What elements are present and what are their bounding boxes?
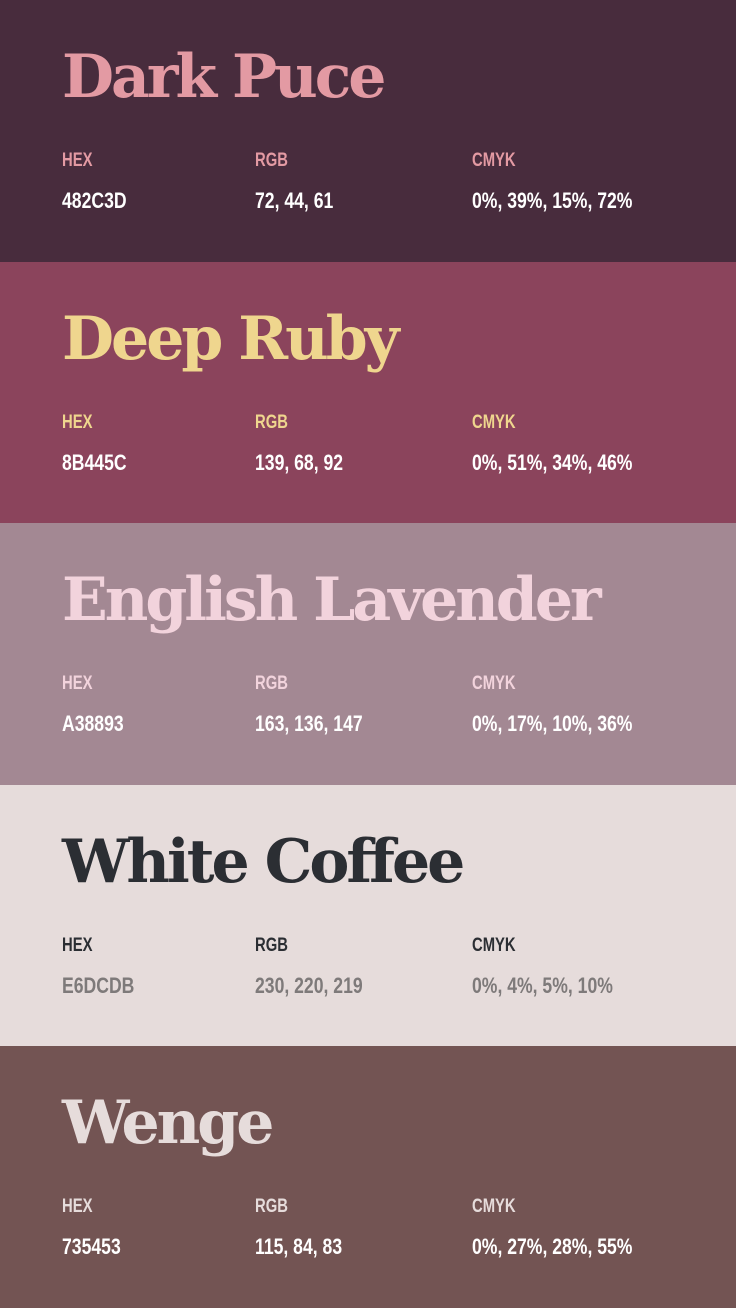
cmyk-label: CMYK — [472, 411, 516, 433]
cmyk-field: CMYK 0%, 27%, 28%, 55% — [472, 1192, 673, 1262]
hex-label: HEX — [62, 1196, 93, 1218]
swatch-wenge: Wenge HEX 735453 RGB 115, 84, 83 CMYK 0%… — [0, 1046, 736, 1308]
rgb-field: RGB 115, 84, 83 — [255, 1192, 364, 1262]
cmyk-value: 0%, 39%, 15%, 72% — [472, 188, 633, 213]
swatch-title: English Lavender — [62, 565, 602, 636]
cmyk-field: CMYK 0%, 17%, 10%, 36% — [472, 669, 673, 739]
rgb-field: RGB 139, 68, 92 — [255, 408, 365, 478]
hex-label: HEX — [62, 411, 93, 433]
hex-value: E6DCDB — [62, 972, 135, 998]
swatch-dark-puce: Dark Puce HEX 482C3D RGB 72, 44, 61 CMYK… — [0, 0, 736, 262]
cmyk-label: CMYK — [472, 150, 516, 171]
hex-label: HEX — [62, 673, 93, 695]
cmyk-value: 0%, 27%, 28%, 55% — [472, 1234, 633, 1260]
rgb-value: 115, 84, 83 — [255, 1234, 343, 1260]
hex-label: HEX — [62, 150, 93, 171]
cmyk-value: 0%, 17%, 10%, 36% — [472, 711, 633, 737]
rgb-label: RGB — [255, 150, 288, 171]
rgb-value: 163, 136, 147 — [255, 711, 363, 737]
swatch-title: Dark Puce — [62, 42, 386, 112]
cmyk-value: 0%, 4%, 5%, 10% — [472, 972, 613, 998]
rgb-label: RGB — [255, 1196, 288, 1218]
swatch-title: White Coffee — [62, 826, 465, 897]
swatch-white-coffee: White Coffee HEX E6DCDB RGB 230, 220, 21… — [0, 784, 736, 1047]
cmyk-label: CMYK — [472, 934, 516, 956]
hex-value: A38893 — [62, 711, 124, 737]
cmyk-value: 0%, 51%, 34%, 46% — [472, 449, 633, 475]
hex-field: HEX 735453 — [62, 1192, 135, 1262]
hex-value: 735453 — [62, 1234, 121, 1260]
hex-label: HEX — [62, 934, 93, 956]
hex-field: HEX A38893 — [62, 669, 139, 739]
swatch-title: Deep Ruby — [62, 303, 400, 374]
hex-value: 8B445C — [62, 449, 127, 475]
rgb-value: 230, 220, 219 — [255, 972, 363, 998]
cmyk-label: CMYK — [472, 1196, 516, 1218]
cmyk-field: CMYK 0%, 4%, 5%, 10% — [472, 931, 648, 1001]
rgb-field: RGB 72, 44, 61 — [255, 146, 353, 216]
cmyk-field: CMYK 0%, 51%, 34%, 46% — [472, 408, 673, 478]
rgb-value: 139, 68, 92 — [255, 449, 344, 475]
rgb-value: 72, 44, 61 — [255, 188, 334, 213]
rgb-label: RGB — [255, 673, 288, 695]
hex-field: HEX 8B445C — [62, 408, 143, 478]
rgb-field: RGB 163, 136, 147 — [255, 669, 390, 739]
swatch-english-lavender: English Lavender HEX A38893 RGB 163, 136… — [0, 523, 736, 785]
cmyk-field: CMYK 0%, 39%, 15%, 72% — [472, 146, 673, 216]
hex-value: 482C3D — [62, 188, 127, 213]
cmyk-label: CMYK — [472, 673, 516, 695]
swatch-title: Wenge — [62, 1088, 274, 1159]
rgb-field: RGB 230, 220, 219 — [255, 931, 390, 1001]
hex-field: HEX E6DCDB — [62, 931, 152, 1001]
rgb-label: RGB — [255, 934, 288, 956]
rgb-label: RGB — [255, 411, 288, 433]
swatch-deep-ruby: Deep Ruby HEX 8B445C RGB 139, 68, 92 CMY… — [0, 261, 736, 524]
hex-field: HEX 482C3D — [62, 146, 143, 216]
